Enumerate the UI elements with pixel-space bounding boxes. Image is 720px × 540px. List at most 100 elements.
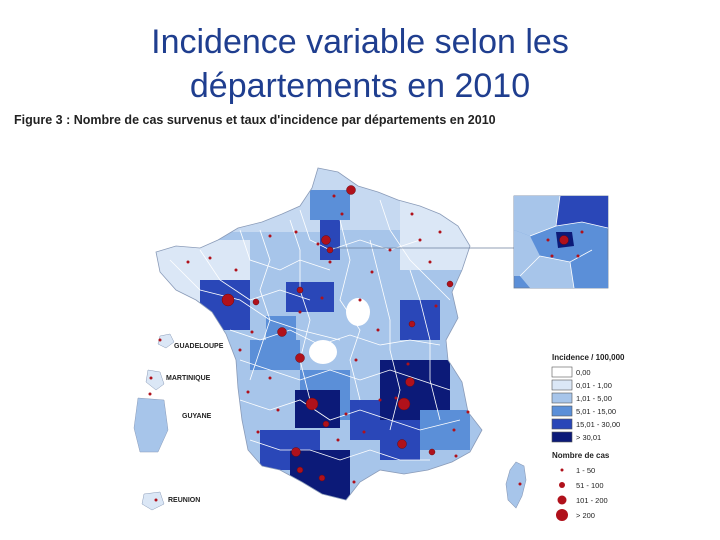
mainland-france — [155, 167, 483, 501]
case-point — [434, 304, 438, 308]
case-point — [326, 246, 334, 254]
case-point — [428, 260, 432, 264]
case-point — [394, 396, 398, 400]
case-point — [408, 320, 416, 328]
case-point — [186, 260, 190, 264]
case-point — [252, 298, 260, 306]
case-point — [344, 412, 348, 416]
slide-title: Incidence variable selon les département… — [0, 20, 720, 108]
case-point — [148, 392, 152, 396]
case-point — [438, 230, 442, 234]
slide-title-line-2: départements en 2010 — [189, 67, 531, 105]
legend-cases-title: Nombre de cas — [552, 451, 610, 460]
legend-cases-label: 101 - 200 — [576, 496, 608, 505]
legend-incidence-swatch — [551, 431, 573, 443]
case-point — [149, 376, 153, 380]
case-points — [148, 185, 584, 502]
legend-cases-label: 1 - 50 — [576, 466, 595, 475]
case-point — [294, 230, 298, 234]
overseas-departments: GUADELOUPE MARTINIQUE GUYANE REUNION — [133, 333, 224, 511]
case-point — [576, 254, 580, 258]
case-point — [340, 212, 344, 216]
case-point — [378, 398, 382, 402]
case-point — [256, 430, 260, 434]
case-point — [208, 256, 212, 260]
legend-cases-marker — [557, 495, 567, 505]
case-point — [352, 480, 356, 484]
case-point — [322, 420, 330, 428]
case-point — [546, 238, 550, 242]
case-point — [446, 280, 454, 288]
corsica — [505, 461, 527, 509]
case-point — [354, 358, 358, 362]
case-point — [397, 397, 411, 411]
case-point — [328, 260, 332, 264]
case-point — [376, 328, 380, 332]
case-point — [418, 238, 422, 242]
case-point — [397, 439, 407, 449]
case-point — [316, 242, 320, 246]
guadeloupe-shape — [157, 333, 175, 349]
case-point — [238, 348, 242, 352]
case-point — [234, 268, 238, 272]
case-point — [158, 338, 162, 342]
legend-incidence-label: 0,00 — [576, 368, 591, 377]
legend-cases-marker — [560, 468, 564, 472]
guadeloupe-label: GUADELOUPE — [174, 343, 224, 350]
legend-incidence-swatch — [551, 405, 573, 417]
case-point — [320, 296, 324, 300]
case-point — [246, 390, 250, 394]
map-legend: Incidence / 100,000 0,00 0,01 - 1,00 1,01 … — [551, 353, 625, 521]
case-point — [321, 235, 331, 245]
slide-title-line-1: Incidence variable selon les — [151, 23, 569, 61]
case-point — [559, 235, 569, 245]
case-point — [296, 286, 304, 294]
case-point — [454, 454, 458, 458]
legend-incidence-label: 0,01 - 1,00 — [576, 381, 612, 390]
guyane-label: GUYANE — [182, 413, 212, 420]
paris-area-white — [309, 340, 337, 364]
reunion-shape — [141, 491, 165, 511]
legend-incidence-label: 1,01 - 5,00 — [576, 394, 612, 403]
case-point — [305, 397, 319, 411]
case-point — [406, 362, 410, 366]
case-point — [268, 376, 272, 380]
legend-incidence-swatch — [551, 392, 573, 404]
case-point — [550, 254, 554, 258]
legend-cases-label: 51 - 100 — [576, 481, 604, 490]
case-point — [410, 212, 414, 216]
case-point — [277, 327, 287, 337]
case-point — [291, 447, 301, 457]
legend-cases-marker — [559, 482, 565, 488]
case-point — [452, 428, 456, 432]
case-point — [298, 310, 302, 314]
case-point — [405, 377, 415, 387]
case-point — [154, 498, 158, 502]
case-point — [295, 353, 305, 363]
legend-incidence-title: Incidence / 100,000 — [552, 353, 625, 362]
guyane-shape — [133, 397, 169, 453]
legend-cases-label: > 200 — [576, 511, 595, 520]
legend-incidence-label: 15,01 - 30,00 — [576, 420, 620, 429]
loire-white-department — [346, 298, 370, 326]
case-point — [358, 298, 362, 302]
case-point — [388, 248, 392, 252]
case-point — [296, 466, 304, 474]
legend-incidence-swatch — [551, 418, 573, 430]
case-point — [250, 330, 254, 334]
legend-incidence-classes: 0,00 0,01 - 1,00 1,01 - 5,00 5,01 - 15,00 15… — [551, 366, 620, 443]
france-outline — [155, 167, 483, 501]
legend-incidence-swatch — [551, 379, 573, 391]
case-point — [336, 438, 340, 442]
case-point — [332, 194, 336, 198]
figure-caption: Figure 3 : Nombre de cas survenus et tau… — [14, 113, 496, 127]
case-point — [428, 448, 436, 456]
case-point — [318, 474, 326, 482]
martinique-shape — [145, 369, 165, 391]
case-point — [221, 293, 235, 307]
legend-cases-classes: 1 - 50 51 - 100 101 - 200 > 200 — [556, 466, 608, 521]
case-point — [268, 234, 272, 238]
legend-incidence-label: 5,01 - 15,00 — [576, 407, 616, 416]
case-point — [518, 482, 522, 486]
